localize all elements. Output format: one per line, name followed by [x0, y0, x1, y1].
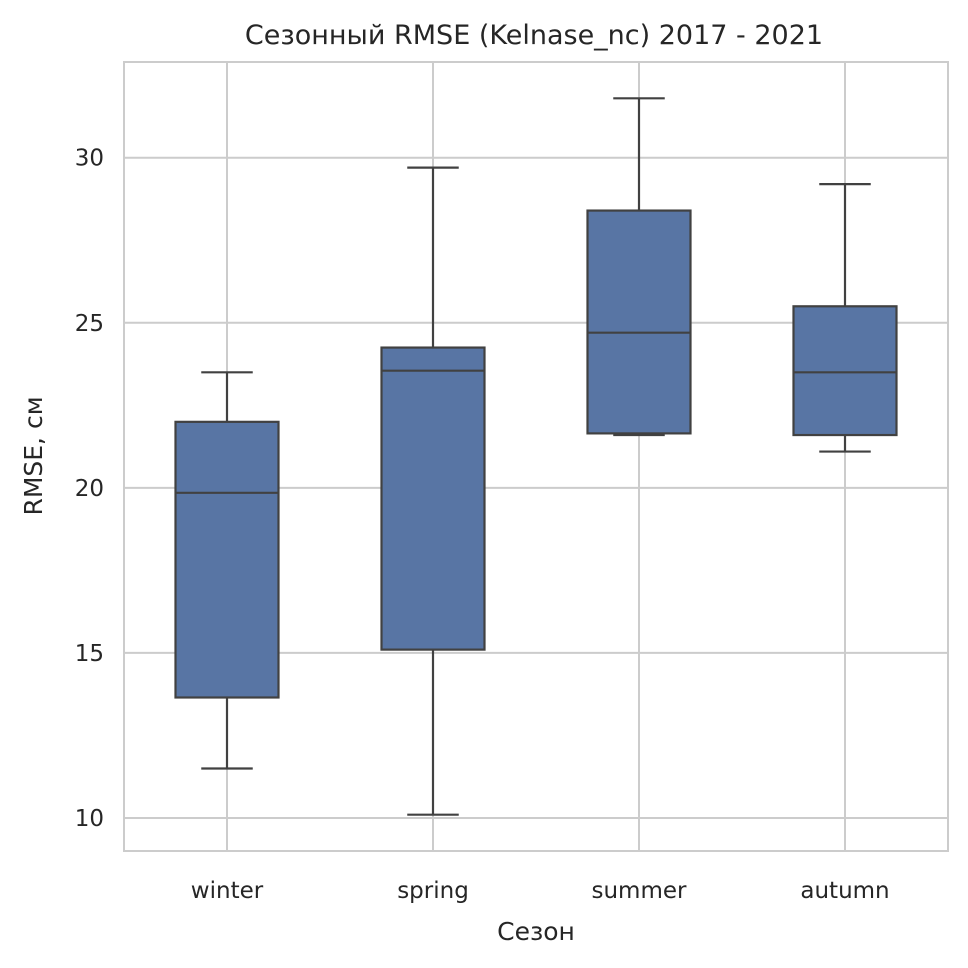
box-winter — [174, 371, 280, 770]
plot-frame — [123, 61, 949, 852]
y-tick-label-30: 30 — [75, 146, 104, 172]
x-tick-label-autumn: autumn — [800, 878, 889, 904]
boxes — [174, 97, 898, 816]
iqr-box-spring — [380, 346, 486, 651]
y-tick-label-10: 10 — [75, 806, 104, 832]
box-summer — [586, 97, 692, 437]
iqr-box-autumn — [792, 305, 898, 437]
x-tick-labels: winter spring summer autumn — [191, 878, 890, 904]
iqr-box-winter — [174, 420, 280, 699]
chart-title: Сезонный RMSE (Kelnase_nc) 2017 - 2021 — [245, 20, 823, 51]
x-tick-label-winter: winter — [191, 878, 264, 904]
box-autumn — [792, 183, 898, 453]
y-tick-labels: 10 15 20 25 30 — [75, 146, 104, 832]
x-axis-label: Сезон — [497, 917, 575, 946]
x-tick-label-summer: summer — [592, 878, 688, 904]
y-tick-label-15: 15 — [75, 641, 104, 667]
box-spring — [380, 166, 486, 816]
iqr-box-summer — [586, 209, 692, 435]
y-tick-label-25: 25 — [75, 311, 104, 337]
x-tick-label-spring: spring — [397, 878, 469, 904]
y-tick-label-20: 20 — [75, 476, 104, 502]
y-axis-label: RMSE, см — [19, 396, 48, 515]
